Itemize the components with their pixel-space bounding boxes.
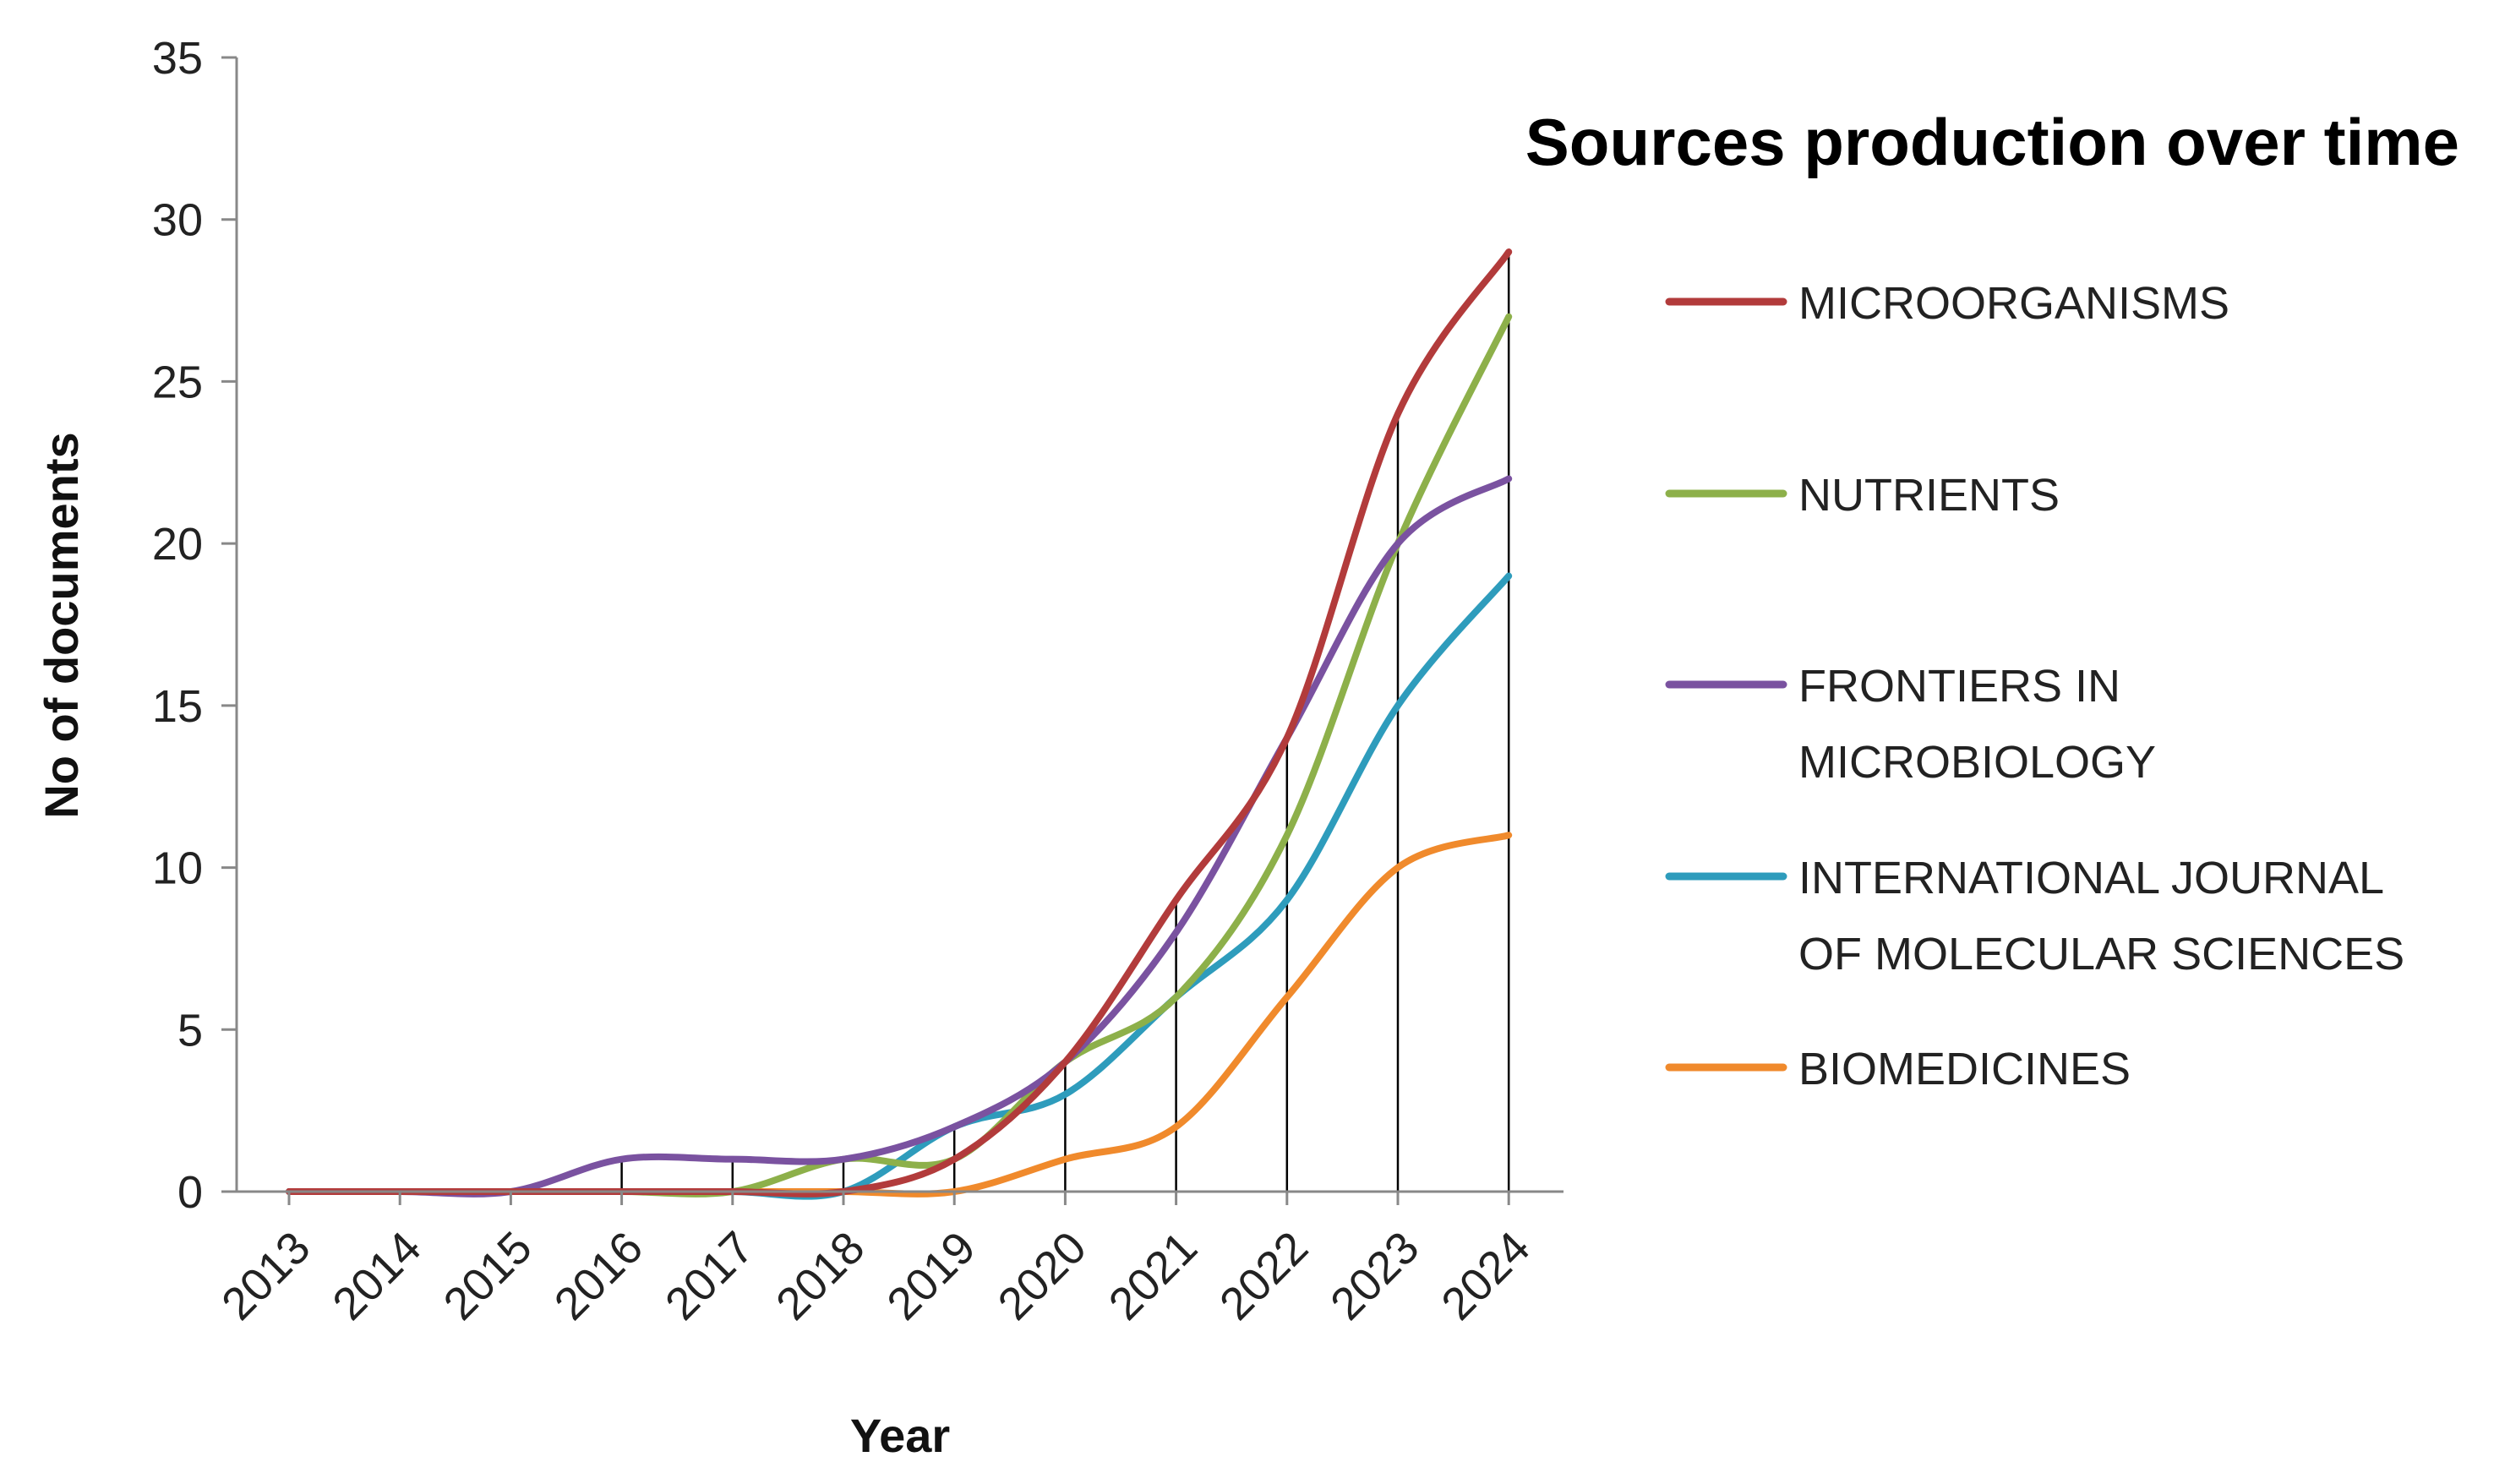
y-tick-label: 35: [152, 33, 203, 84]
chart-title: Sources production over time: [1525, 105, 2459, 179]
x-tick-label: 2019: [877, 1222, 985, 1329]
legend-label: FRONTIERS IN: [1798, 661, 2120, 712]
series-line-0: [286, 248, 1513, 1198]
legend-label: MICROORGANISMS: [1798, 278, 2229, 329]
x-tick-label: 2018: [767, 1222, 874, 1329]
x-tick-label: 2015: [434, 1222, 542, 1329]
legend-label: NUTRIENTS: [1798, 470, 2060, 521]
axes: [235, 57, 1564, 1193]
x-tick-label: 2020: [989, 1222, 1096, 1329]
y-tick-label: 15: [152, 681, 203, 732]
y-tick-label: 0: [177, 1167, 203, 1218]
y-tick-label: 5: [177, 1005, 203, 1056]
y-tick-label: 30: [152, 195, 203, 246]
x-tick-label: 2022: [1210, 1222, 1318, 1329]
x-axis-title: Year: [850, 1409, 950, 1462]
x-tick-label: 2021: [1100, 1222, 1207, 1329]
y-tick-label: 20: [152, 519, 203, 570]
x-tick-label: 2024: [1432, 1222, 1539, 1329]
series-lines: [286, 248, 1513, 1200]
legend-label: BIOMEDICINES: [1798, 1044, 2131, 1094]
legend-label: MICROBIOLOGY: [1798, 737, 2156, 788]
y-axis-title: No of documents: [35, 432, 88, 818]
drop-lines: [620, 252, 1510, 1192]
x-ticks: 2013 2014 2015 2016 2017 2018 2019 2020 2021 2022…: [212, 1192, 1540, 1329]
legend: MICROORGANISMS NUTRIENTS FRONTIERS IN MICRO…: [1665, 278, 2404, 1094]
legend-label: OF MOLECULAR SCIENCES: [1798, 929, 2404, 979]
x-tick-label: 2013: [212, 1222, 319, 1329]
series-line-4: [286, 832, 1513, 1198]
x-tick-label: 2014: [323, 1222, 430, 1329]
legend-label: INTERNATIONAL JOURNAL: [1798, 853, 2384, 903]
y-ticks: 0 5 10 15 20 25 30 35: [152, 33, 237, 1218]
y-tick-label: 25: [152, 357, 203, 407]
x-tick-label: 2017: [656, 1222, 763, 1329]
x-tick-label: 2016: [545, 1222, 652, 1329]
y-tick-label: 10: [152, 843, 203, 894]
x-tick-label: 2023: [1321, 1222, 1428, 1329]
series-line-1: [286, 313, 1513, 1198]
